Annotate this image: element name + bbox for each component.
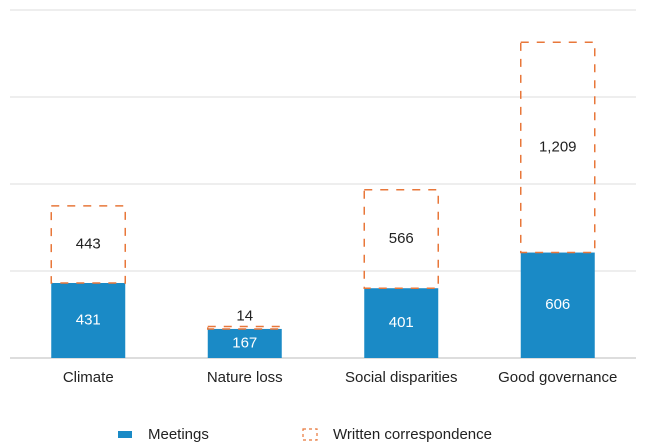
x-tick-label: Social disparities xyxy=(345,369,458,386)
x-tick-label: Nature loss xyxy=(207,369,283,386)
data-label: 431 xyxy=(76,311,101,328)
legend-label: Meetings xyxy=(148,426,209,443)
bar-segment xyxy=(363,188,439,289)
data-label: 606 xyxy=(545,296,570,313)
bar-segment xyxy=(520,252,595,358)
x-tick-label: Good governance xyxy=(498,369,617,386)
bar-segment xyxy=(207,325,283,330)
legend-swatch xyxy=(118,431,132,438)
bar-segment xyxy=(520,41,596,254)
data-label: 443 xyxy=(76,235,101,252)
bar-segment xyxy=(51,283,126,358)
data-label: 167 xyxy=(232,334,257,351)
data-label: 1,209 xyxy=(539,138,577,155)
bar-segment xyxy=(50,205,126,284)
bar-segment xyxy=(364,288,439,358)
data-label: 566 xyxy=(389,230,414,247)
bar-segment xyxy=(207,328,282,358)
legend-label: Written correspondence xyxy=(333,426,492,443)
legend-swatch xyxy=(302,428,318,441)
data-label: 401 xyxy=(389,314,414,331)
data-label: 14 xyxy=(236,307,253,324)
x-tick-label: Climate xyxy=(63,369,114,386)
